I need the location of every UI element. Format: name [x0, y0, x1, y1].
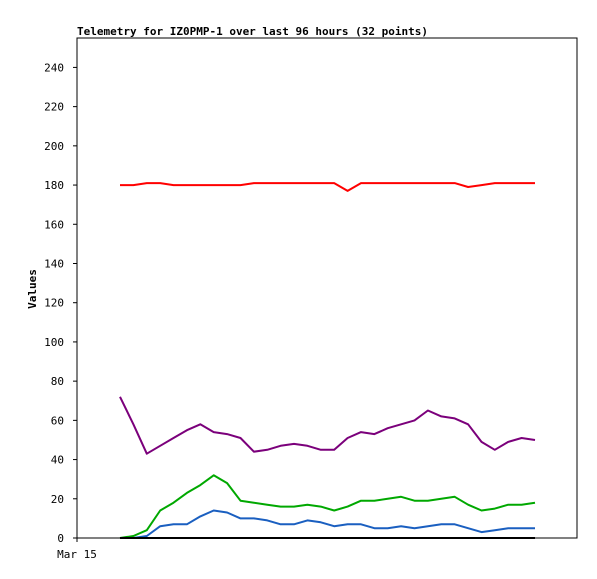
y-tick-label: 220: [44, 101, 64, 114]
y-tick-label: 120: [44, 297, 64, 310]
y-tick-label: 80: [51, 375, 64, 388]
y-tick-label: 20: [51, 493, 64, 506]
y-tick-label: 180: [44, 179, 64, 192]
chart-title: Telemetry for IZ0PMP-1 over last 96 hour…: [77, 25, 428, 38]
series-line-4: [120, 509, 535, 539]
x-axis-ticks: Mar 15: [57, 538, 97, 561]
y-tick-label: 40: [51, 454, 64, 467]
y-tick-label: 240: [44, 61, 64, 74]
series-lines: [119, 182, 536, 539]
y-tick-label: 0: [57, 532, 64, 545]
y-axis-label: Values: [26, 269, 39, 309]
series-line-3: [119, 474, 536, 539]
series-line-2: [119, 396, 536, 455]
series-line-1: [120, 182, 535, 192]
y-tick-label: 160: [44, 218, 64, 231]
y-axis-ticks: 0 20 40 60 80 100 120 140 160 180 200 220 240: [44, 61, 77, 545]
x-tick-label: Mar 15: [57, 548, 97, 561]
y-tick-label: 60: [51, 414, 64, 427]
plot-frame: [76, 37, 578, 539]
y-tick-label: 100: [44, 336, 64, 349]
y-tick-label: 200: [44, 140, 64, 153]
y-tick-label: 140: [44, 257, 64, 270]
